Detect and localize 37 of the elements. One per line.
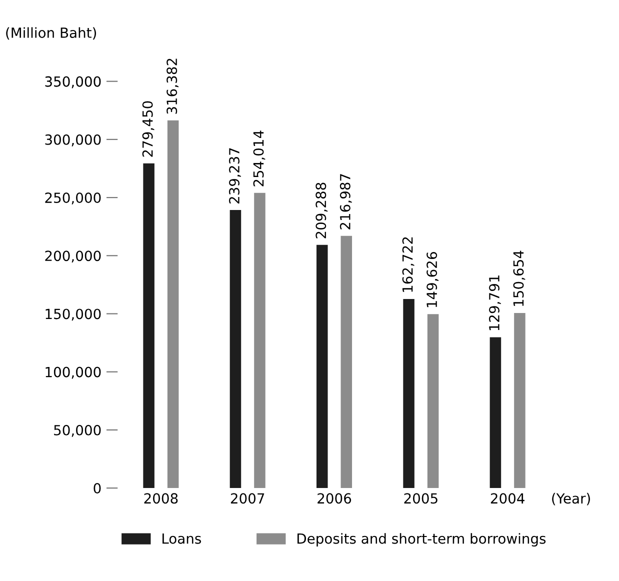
y-tick-label: 200,000: [45, 250, 101, 263]
x-tick-label: 2008: [144, 493, 178, 504]
text: 149,626: [426, 252, 438, 308]
legend-label: Deposits and short-term borrowings: [297, 533, 546, 547]
text: 150,654: [513, 250, 526, 306]
bar: [143, 163, 154, 488]
bar: [514, 312, 526, 488]
text: 129,791: [488, 276, 501, 330]
text: 239,237: [228, 148, 241, 204]
bar: [340, 236, 352, 488]
x-tick-label: 2007: [230, 493, 264, 504]
y-tick-label: 50,000: [54, 424, 101, 437]
bar: [230, 210, 242, 488]
text: 216,987: [340, 174, 352, 230]
y-tick-label: 100,000: [46, 366, 101, 379]
text: 209,288: [316, 182, 328, 238]
x-tick-label: 2006: [318, 493, 352, 504]
y-tick-label: 250,000: [45, 192, 101, 204]
bar: [254, 192, 266, 488]
y-axis-title: (Million Baht): [6, 27, 96, 40]
legend-label: Loans: [162, 534, 202, 544]
text: 162,722: [402, 237, 414, 292]
bar: [490, 337, 502, 488]
x-tick-label: 2004: [490, 493, 524, 504]
y-tick-label: 0: [94, 483, 101, 494]
x-axis-title: (Year): [552, 492, 590, 506]
text: 279,450: [142, 101, 154, 157]
y-tick-label: 150,000: [46, 308, 101, 321]
y-tick-label: 300,000: [45, 134, 101, 146]
y-tick-label: 350,000: [45, 76, 101, 88]
bar: [167, 120, 179, 488]
x-tick-label: 2005: [404, 493, 438, 504]
text: 254,014: [253, 130, 266, 186]
bar: [316, 244, 328, 488]
text: 316,382: [166, 58, 179, 114]
bar: [427, 314, 439, 488]
bar: [403, 298, 414, 488]
